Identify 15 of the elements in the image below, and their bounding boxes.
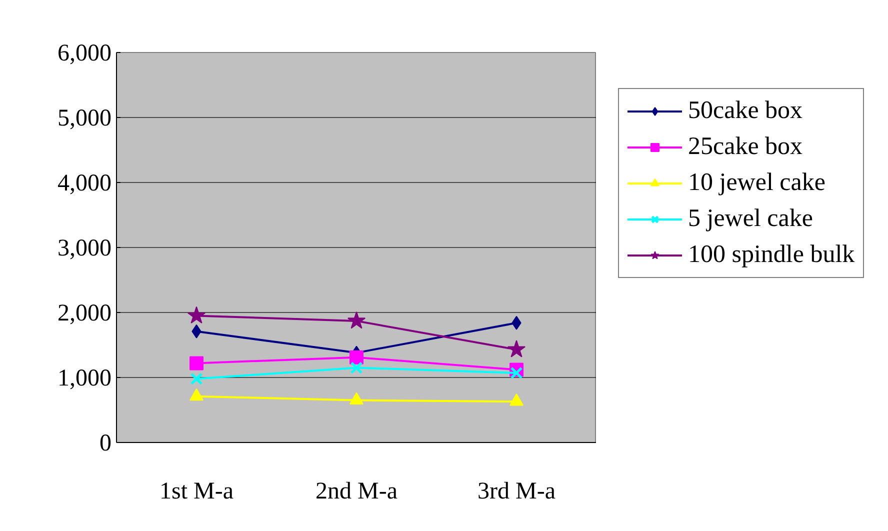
legend-label: 100 spindle bulk bbox=[688, 241, 855, 269]
y-tick-label: 5,000 bbox=[58, 106, 112, 132]
legend-label: 10 jewel cake bbox=[688, 169, 826, 197]
legend-label: 50cake box bbox=[688, 97, 803, 125]
y-tick-label: 3,000 bbox=[58, 236, 112, 262]
y-tick-label: 0 bbox=[100, 430, 112, 456]
legend-label: 5 jewel cake bbox=[688, 205, 813, 233]
legend-label: 25cake box bbox=[688, 133, 803, 161]
x-tick-label: 1st M-a bbox=[160, 478, 234, 504]
y-tick-label: 4,000 bbox=[58, 170, 112, 196]
y-tick-label: 1,000 bbox=[58, 366, 112, 392]
y-tick-label: 2,000 bbox=[58, 300, 112, 326]
y-tick-label: 6,000 bbox=[58, 40, 112, 66]
x-tick-label: 3rd M-a bbox=[478, 478, 556, 504]
x-tick-label: 2nd M-a bbox=[316, 478, 398, 504]
